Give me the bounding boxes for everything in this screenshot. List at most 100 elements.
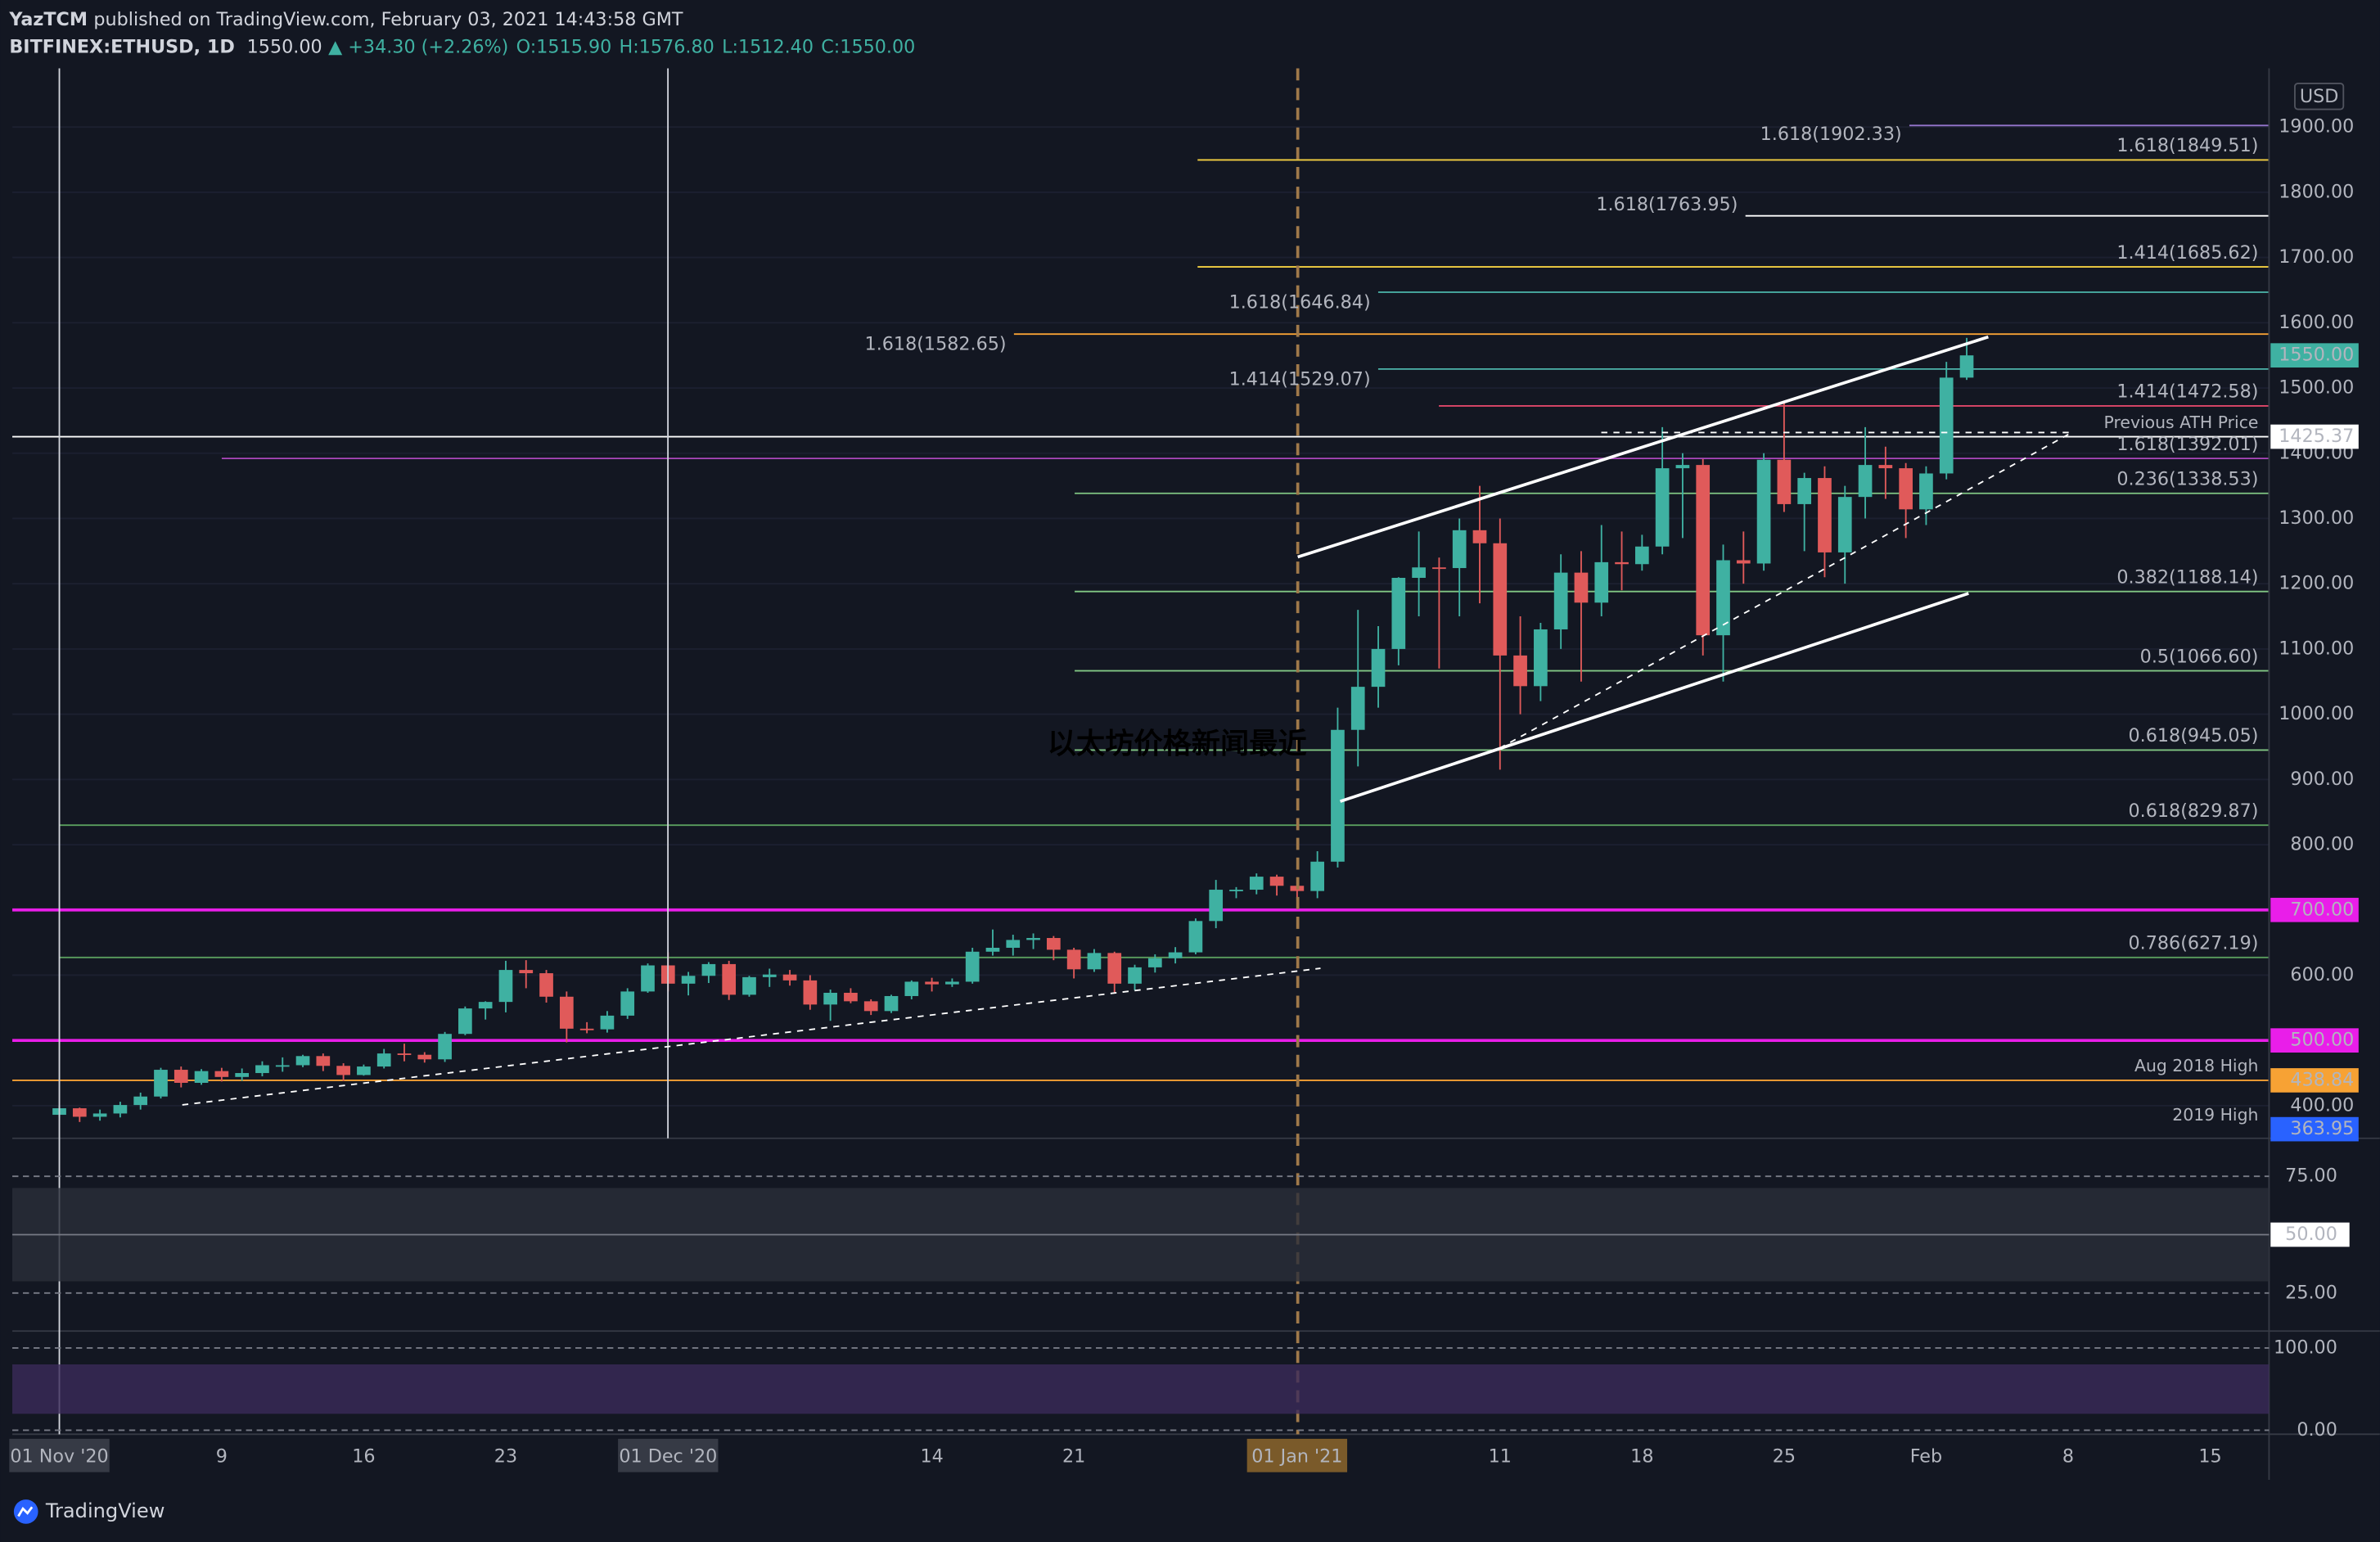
y-tick-label: 1200.00 — [2279, 573, 2354, 594]
candle-body — [1066, 949, 1081, 970]
candle-body — [376, 1053, 391, 1067]
x-tick-box — [618, 1438, 719, 1472]
candle-body — [1472, 530, 1487, 543]
channel-top — [1297, 335, 1989, 559]
currency[interactable]: USD — [2300, 86, 2339, 107]
candle-body — [1919, 473, 1933, 510]
price-tag — [2270, 897, 2359, 922]
candle-body — [985, 947, 1000, 952]
price-tag-label: 1550.00 — [2279, 345, 2354, 366]
candle-body — [478, 1002, 493, 1009]
candle-body — [275, 1065, 290, 1067]
candle-body — [1209, 890, 1224, 922]
x-tick-label: 25 — [1773, 1446, 1796, 1468]
candle-body — [1432, 567, 1446, 570]
candle-body — [1736, 560, 1751, 564]
x-tick-label: 8 — [2062, 1446, 2074, 1468]
candle-body — [1350, 687, 1365, 730]
level-label: 0.618(829.87) — [2129, 800, 2259, 822]
candle-body — [965, 951, 980, 982]
channel-bottom — [1339, 592, 1969, 803]
price-tag — [2270, 343, 2359, 368]
x-tick-box — [1246, 1438, 1348, 1472]
indicator-tick-label: 100.00 — [2274, 1337, 2337, 1358]
level-label: 0.618(945.05) — [2129, 725, 2259, 746]
candle-body — [458, 1008, 472, 1035]
candle-body — [823, 992, 837, 1005]
candle-body — [1107, 953, 1122, 984]
level-label: 1.414(1472.58) — [2116, 381, 2258, 403]
candle-body — [803, 980, 818, 1005]
x-tick-label: 14 — [920, 1446, 943, 1468]
indicator-tick-label: 25.00 — [2285, 1282, 2337, 1303]
x-tick-label: Feb — [1910, 1446, 1942, 1468]
candle-body — [1634, 546, 1649, 565]
candle-body — [113, 1105, 128, 1114]
candle-body — [863, 1001, 878, 1012]
open: O:1515.90 — [516, 36, 612, 57]
candle-body — [1168, 952, 1183, 958]
y-tick-label: 1600.00 — [2279, 312, 2354, 333]
currency-box[interactable] — [2294, 83, 2345, 110]
candle-body — [438, 1034, 452, 1060]
y-tick-label: 1800.00 — [2279, 181, 2354, 202]
candle-body — [1939, 377, 1954, 474]
level-label: Previous ATH Price — [2104, 413, 2259, 432]
candle-body — [1249, 877, 1264, 890]
candle-body — [1310, 861, 1324, 891]
candle-body — [154, 1070, 168, 1097]
candle-body — [1797, 478, 1812, 504]
y-tick-label: 600.00 — [2290, 964, 2354, 985]
candle-body — [1756, 459, 1771, 564]
price-tag — [2270, 1028, 2359, 1053]
candle-body — [1371, 648, 1386, 688]
candle-body — [762, 974, 777, 977]
indicator-tick-label: 75.00 — [2285, 1166, 2337, 1187]
candle-body — [1452, 530, 1467, 569]
header-line-1: YazTCM published on TradingView.com, Febr… — [8, 9, 683, 30]
x-tick-box — [9, 1438, 110, 1472]
y-tick-label: 900.00 — [2290, 769, 2354, 790]
candle-body — [1615, 561, 1629, 565]
candle-body — [72, 1108, 87, 1117]
candle-body — [539, 973, 553, 997]
candle-body — [498, 970, 513, 1003]
x-tick-label: 15 — [2198, 1446, 2221, 1468]
level-label: 1.414(1529.07) — [1229, 368, 1371, 390]
candle-body — [417, 1054, 432, 1060]
indicator-tick-label: 0.00 — [2297, 1419, 2337, 1441]
candle-body — [1147, 958, 1162, 967]
high: H:1576.80 — [620, 36, 714, 57]
candle-body — [214, 1071, 229, 1077]
level-label: 1.618(1392.01) — [2116, 434, 2258, 455]
candle-body — [1777, 459, 1792, 504]
logo — [13, 1499, 38, 1524]
candle-body — [357, 1066, 371, 1075]
x-tick-label: 21 — [1062, 1446, 1085, 1468]
candle-body — [904, 981, 919, 996]
candle-body — [1269, 877, 1284, 886]
x-tick-label: 16 — [352, 1446, 375, 1468]
candle-body — [1493, 543, 1508, 656]
level-label: 0.382(1188.14) — [2116, 566, 2258, 588]
level-label: 0.5(1066.60) — [2140, 646, 2259, 667]
candle-body — [1696, 465, 1711, 636]
candle-body — [1716, 560, 1730, 636]
level-label: 2019 High — [2172, 1105, 2258, 1125]
last-price: 1550.00 — [247, 36, 322, 57]
candle-body — [1899, 468, 1913, 510]
candle-body — [641, 965, 655, 992]
price-tag — [2270, 1116, 2359, 1142]
candle-body — [620, 991, 635, 1016]
candle-body — [742, 976, 756, 995]
x-tick-label: 01 Jan '21 — [1251, 1446, 1342, 1468]
price-tag-label: 500.00 — [2290, 1030, 2354, 1051]
candle-body — [92, 1113, 107, 1117]
candle-body — [1412, 567, 1426, 579]
low: L:1512.40 — [722, 36, 814, 57]
candle-body — [1006, 940, 1021, 948]
candle-body — [1818, 478, 1832, 552]
candle-body — [1655, 468, 1670, 547]
level-label: 1.414(1685.62) — [2116, 242, 2258, 264]
